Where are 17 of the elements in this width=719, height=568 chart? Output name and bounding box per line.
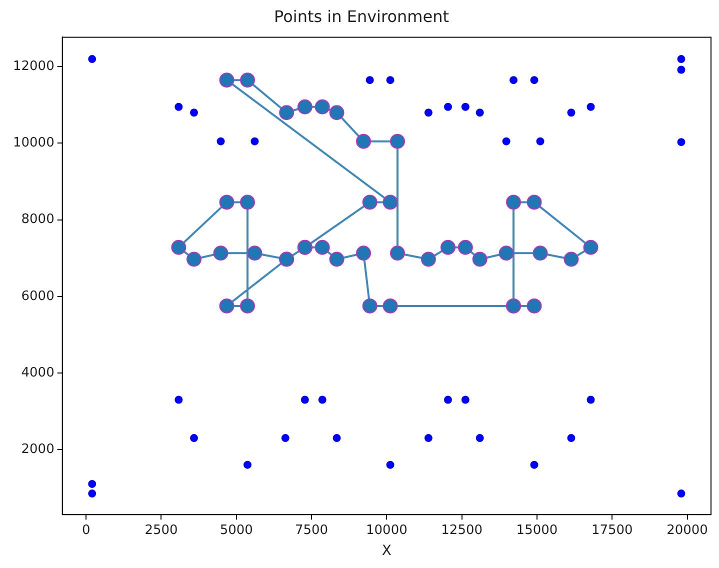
x-tick-label: 10000: [366, 522, 408, 538]
x-tick-label: 17500: [591, 522, 633, 538]
y-tick-label: 6000: [21, 288, 54, 304]
y-tick-label: 12000: [12, 59, 54, 74]
x-tick-label: 5000: [220, 522, 253, 538]
y-tick-label: 4000: [21, 365, 54, 380]
y-tick-label: 8000: [21, 212, 54, 228]
x-axis-title: X: [382, 543, 392, 560]
x-tick-label: 2500: [144, 522, 178, 538]
chart-title: Points in Environment: [274, 6, 449, 26]
x-tick-label: 7500: [294, 522, 328, 538]
x-tick-label: 0: [82, 522, 90, 538]
y-tick-label: 10000: [12, 136, 54, 151]
y-tick-label: 2000: [21, 442, 54, 457]
x-tick-label: 20000: [666, 522, 708, 538]
x-tick-label: 15000: [516, 522, 558, 538]
x-tick-label: 12500: [441, 522, 482, 538]
